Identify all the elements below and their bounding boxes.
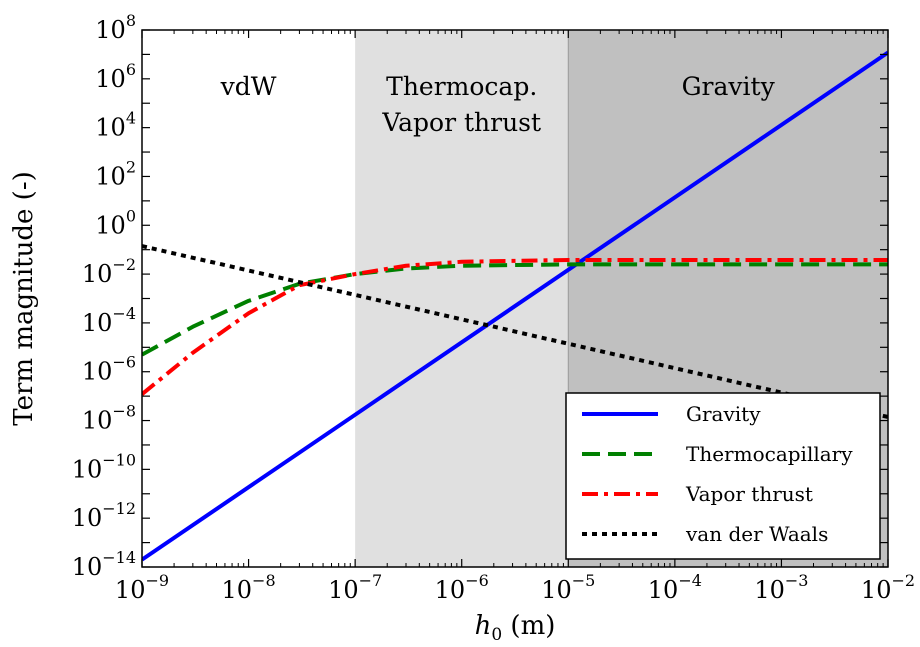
y-tick-label: 104 <box>95 109 136 142</box>
series-layer <box>142 50 888 562</box>
x-tick-label: 10−9 <box>115 571 169 604</box>
legend-label: Thermocapillary <box>686 442 853 466</box>
legend-label: van der Waals <box>685 522 828 546</box>
x-tick-label: 10−7 <box>328 571 382 604</box>
y-tick-label: 10−12 <box>72 499 136 532</box>
x-tick-label: 10−2 <box>861 571 915 604</box>
y-tick-label: 10−14 <box>72 548 136 581</box>
y-tick-label: 10−4 <box>82 304 136 337</box>
region-band <box>355 30 569 567</box>
y-tick-label: 10−6 <box>82 353 136 386</box>
region-band <box>142 30 356 567</box>
x-tick-label: 10−5 <box>541 571 595 604</box>
legend-label: Gravity <box>686 402 761 426</box>
y-tick-label: 102 <box>95 157 136 190</box>
x-tick-label: 10−8 <box>222 571 276 604</box>
x-tick-label: 10−3 <box>754 571 808 604</box>
x-tick-labels: 10−9 10−8 10−7 10−6 10−5 10−4 10−3 10−2 <box>115 571 915 604</box>
x-axis-label: h0 (m) <box>475 611 556 645</box>
series-line-van-der-waals <box>142 244 888 419</box>
series-line-vapor-thrust <box>142 257 888 396</box>
legend: Gravity Thermocapillary Vapor thrust van de… <box>565 392 881 560</box>
y-tick-label: 10−10 <box>72 450 136 483</box>
y-tick-label: 10−2 <box>82 255 136 288</box>
region-label: Thermocap. Vapor thrust <box>381 72 541 137</box>
series-line-gravity <box>142 50 888 562</box>
region-label: vdW <box>220 72 277 101</box>
region-label: Gravity <box>682 72 776 101</box>
legend-box <box>565 392 881 560</box>
y-tick-label: 100 <box>95 206 136 239</box>
x-tick-label: 10−6 <box>435 571 489 604</box>
legend-label: Vapor thrust <box>685 482 813 506</box>
y-tick-labels: 10−14 10−12 10−10 10−8 10−6 10−4 10−2 100 102 104… <box>72 11 136 581</box>
series-line-thermocapillary <box>142 262 888 357</box>
y-tick-label: 106 <box>95 60 136 93</box>
y-tick-label: 10−8 <box>82 402 136 435</box>
region-labels: vdW Thermocap. Vapor thrust Gravity <box>220 72 776 137</box>
y-tick-label: 108 <box>95 11 136 44</box>
y-axis-label: Term magnitude (-) <box>9 171 39 425</box>
axis-ticks <box>141 29 889 568</box>
x-tick-label: 10−4 <box>648 571 702 604</box>
